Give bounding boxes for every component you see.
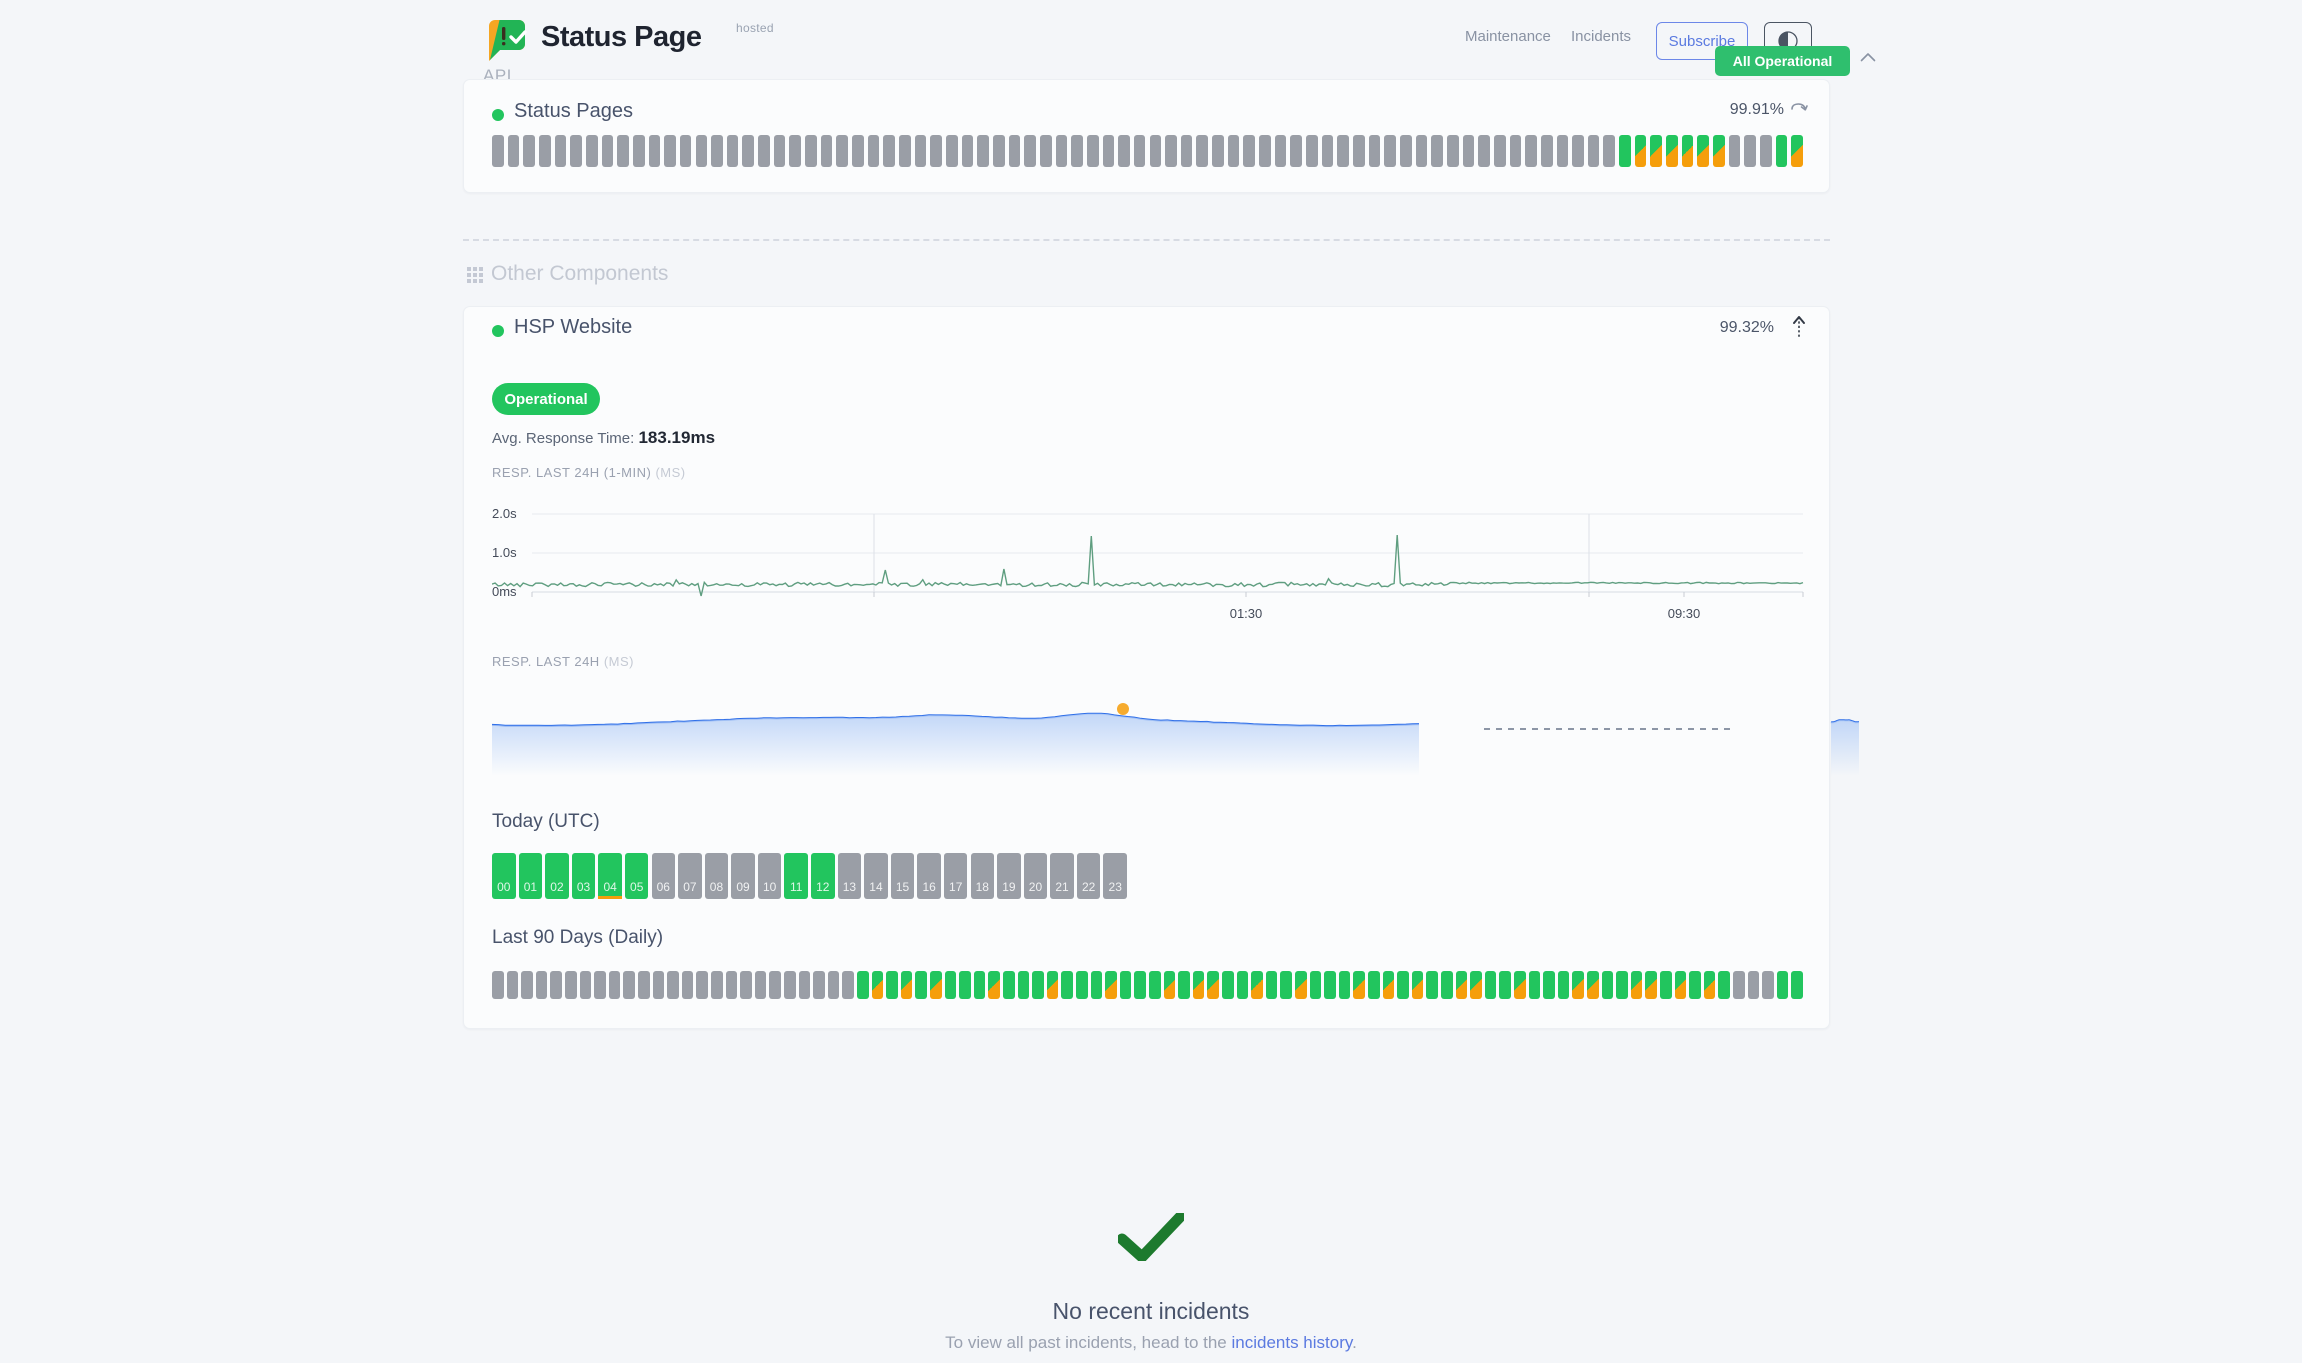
- svg-text:1.0s: 1.0s: [492, 545, 517, 560]
- svg-text:01:30: 01:30: [1230, 606, 1263, 620]
- svg-text:0ms: 0ms: [492, 584, 517, 599]
- svg-text:09:30: 09:30: [1668, 606, 1701, 620]
- svg-text:2.0s: 2.0s: [492, 506, 517, 521]
